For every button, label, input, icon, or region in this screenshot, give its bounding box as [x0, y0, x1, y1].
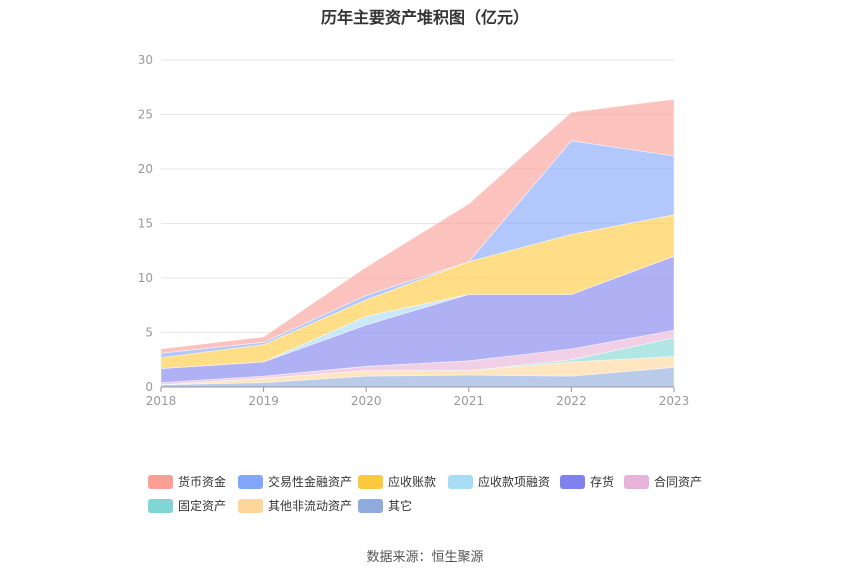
legend-item[interactable]: 货币资金: [148, 474, 226, 489]
legend-label: 合同资产: [654, 474, 702, 489]
legend-swatch: [560, 475, 585, 489]
legend-label: 应收账款: [388, 474, 436, 489]
legend-item[interactable]: 存货: [560, 474, 614, 489]
legend-swatch: [624, 475, 649, 489]
x-tick-label: 2018: [146, 394, 177, 408]
legend-swatch: [238, 475, 263, 489]
x-tick-label: 2021: [454, 394, 485, 408]
y-tick-label: 10: [138, 271, 153, 285]
chart-title: 历年主要资产堆积图（亿元）: [320, 8, 529, 27]
legend-item[interactable]: 应收款项融资: [448, 474, 550, 489]
axis-layer: 0 5 10 15 20 25 30 2018 2019 2020 2021 2022 2023: [138, 53, 690, 408]
legend-swatch: [148, 499, 173, 513]
y-tick-label: 5: [145, 326, 153, 340]
legend-label: 存货: [590, 474, 614, 489]
legend-swatch: [238, 499, 263, 513]
legend-label: 其他非流动资产: [268, 499, 352, 513]
legend-label: 交易性金融资产: [268, 474, 352, 489]
legend-swatch: [148, 475, 173, 489]
x-tick-label: 2020: [351, 394, 382, 408]
x-tick-label: 2022: [556, 394, 587, 408]
legend-swatch: [358, 499, 383, 513]
area-layer: [160, 98, 675, 388]
legend-label: 应收款项融资: [478, 474, 550, 489]
y-tick-label: 25: [138, 108, 153, 122]
legend-item[interactable]: 交易性金融资产: [238, 474, 352, 489]
legend-item[interactable]: 应收账款: [358, 474, 436, 489]
y-tick-label: 0: [145, 380, 153, 394]
y-tick-label: 15: [138, 217, 153, 231]
legend-swatch: [358, 475, 383, 489]
legend-item[interactable]: 合同资产: [624, 474, 702, 489]
legend-label: 其它: [388, 498, 412, 513]
legend-swatch: [448, 475, 473, 489]
y-tick-label: 30: [138, 53, 153, 67]
x-tick-label: 2023: [659, 394, 690, 408]
legend-label: 固定资产: [178, 498, 226, 513]
legend-item[interactable]: 其他非流动资产: [238, 499, 352, 513]
area-series-8: [160, 98, 675, 354]
legend-item[interactable]: 固定资产: [148, 498, 226, 513]
legend-label: 货币资金: [178, 474, 226, 489]
legend-item[interactable]: 其它: [358, 498, 412, 513]
y-tick-label: 20: [138, 162, 153, 176]
x-tick-label: 2019: [248, 394, 279, 408]
data-source: 数据来源：恒生聚源: [366, 550, 484, 565]
